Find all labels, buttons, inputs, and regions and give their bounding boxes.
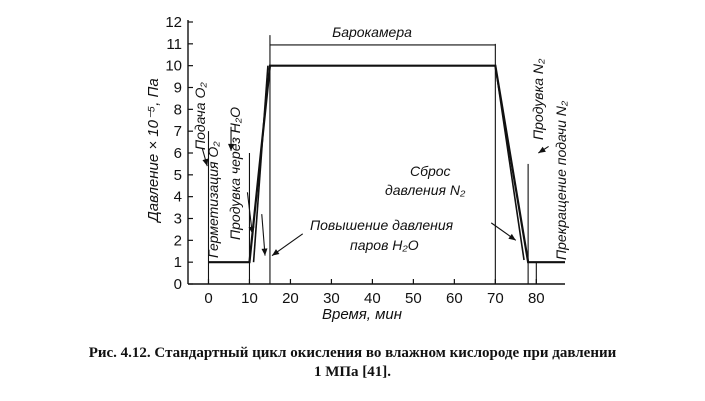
annotation-o2-supply: Подача O₂ (192, 82, 208, 150)
x-tick-label: 40 (364, 290, 381, 307)
y-tick-label: 10 (165, 58, 182, 75)
y-tick-label: 8 (174, 101, 182, 118)
y-tick-label: 0 (174, 276, 182, 293)
annotation-purge-n2: Продувка N₂ (530, 58, 546, 140)
arrow-head (508, 233, 516, 241)
y-tick-label: 11 (166, 36, 182, 53)
annotation-release-line1: Сброс (410, 163, 451, 179)
annotation-lines (201, 35, 549, 284)
series-line-1 (208, 64, 565, 264)
x-tick-label: 80 (528, 290, 545, 307)
y-axis-label: Давление × 10⁻⁵, Па (145, 78, 162, 224)
annotation-stop-n2: Прекращение подачи N₂ (553, 100, 569, 260)
caption-line-2: 1 МПа [41]. (313, 364, 392, 380)
series-line-3 (494, 65, 525, 261)
y-tick-label: 12 (165, 14, 182, 31)
x-axis-label: Время, мин (322, 306, 402, 323)
annotation-vapor-line2: паров H₂O (350, 237, 419, 253)
y-tick-label: 6 (174, 145, 182, 162)
annotation-release-line2: давления N₂ (385, 182, 466, 198)
figure-caption: Рис. 4.12. Стандартный цикл окисления во… (0, 344, 705, 382)
x-tick-label: 30 (323, 290, 340, 307)
y-tick-label: 4 (174, 189, 182, 206)
arrow-head (228, 143, 235, 151)
arrow-head (202, 158, 209, 167)
caption-line-1: Рис. 4.12. Стандартный цикл окисления во… (88, 345, 617, 361)
annotation-vapor-line1: Повышение давления (310, 217, 454, 233)
y-tick-label: 2 (174, 232, 182, 249)
y-tick-label: 1 (174, 254, 182, 271)
x-tick-label: 0 (204, 290, 212, 307)
y-tick-label: 9 (174, 80, 182, 97)
y-tick-label: 3 (174, 211, 182, 228)
x-tick-label: 20 (282, 290, 299, 307)
arrow-head (272, 249, 280, 256)
y-tick-label: 5 (174, 167, 182, 184)
x-tick-label: 70 (487, 290, 504, 307)
x-tick-label: 10 (241, 290, 258, 307)
annotation-purge-h2o: Продувка через H₂O (227, 107, 243, 240)
annotation-sealing: Герметизация O₂ (205, 141, 221, 258)
annotation-chamber: Барокамера (332, 24, 412, 40)
arrow-head (248, 226, 255, 234)
series-line-2 (252, 65, 269, 263)
x-tick-label: 50 (405, 290, 422, 307)
arrow-head (261, 248, 268, 256)
arrow-head (538, 146, 546, 153)
x-tick-label: 60 (446, 290, 463, 307)
y-tick-label: 7 (174, 123, 182, 140)
series-group (208, 64, 565, 264)
